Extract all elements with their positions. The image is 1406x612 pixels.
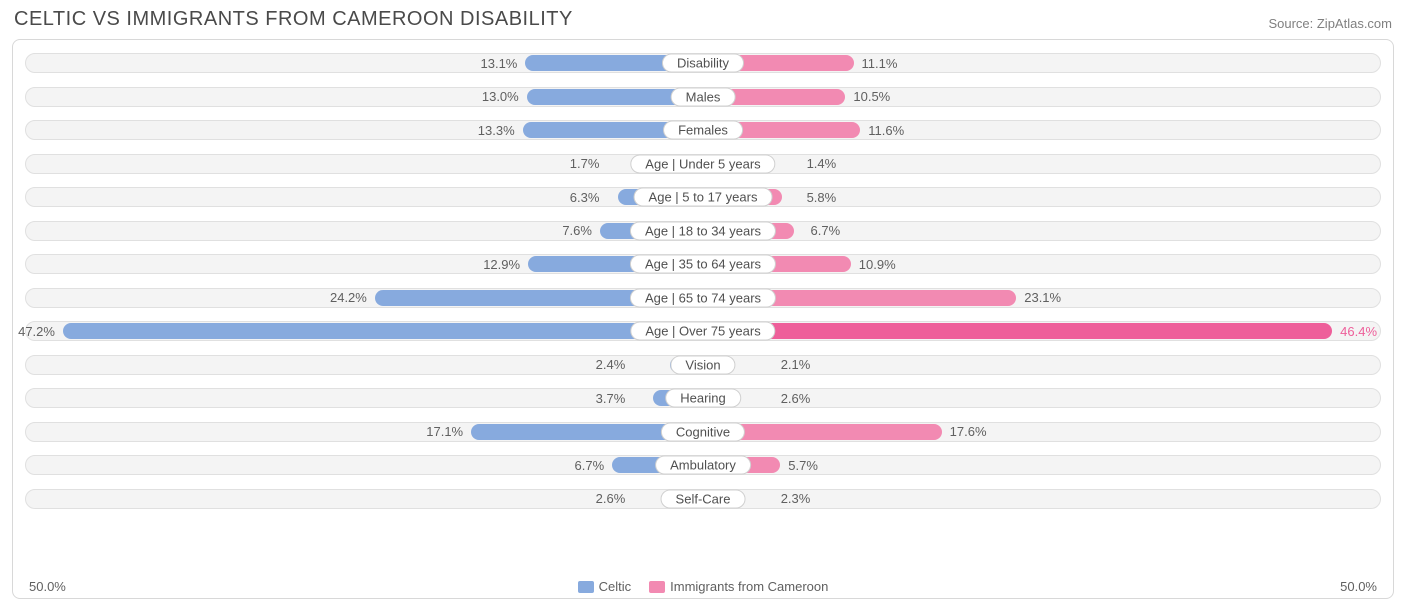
- value-left: 13.0%: [482, 84, 527, 110]
- axis-max-right: 50.0%: [1297, 579, 1377, 594]
- value-right: 1.4%: [799, 151, 837, 177]
- legend-item-left: Celtic: [578, 579, 632, 594]
- value-right: 10.9%: [851, 251, 896, 277]
- value-right: 46.4%: [1332, 318, 1377, 344]
- category-label: Age | 65 to 74 years: [630, 288, 776, 307]
- bar-row: 6.7% 5.7% Ambulatory: [25, 452, 1381, 478]
- category-label: Ambulatory: [655, 456, 751, 475]
- legend: Celtic Immigrants from Cameroon: [109, 579, 1297, 594]
- category-label: Age | Under 5 years: [630, 154, 775, 173]
- category-label: Cognitive: [661, 422, 745, 441]
- legend-swatch-right: [649, 581, 665, 593]
- value-right: 2.1%: [773, 352, 811, 378]
- bar-row: 13.3% 11.6% Females: [25, 117, 1381, 143]
- bar-right: [703, 323, 1332, 339]
- value-right: 6.7%: [803, 218, 841, 244]
- bar-row: 13.0% 10.5% Males: [25, 84, 1381, 110]
- value-right: 2.3%: [773, 486, 811, 512]
- category-label: Hearing: [665, 389, 741, 408]
- value-right: 10.5%: [845, 84, 890, 110]
- category-label: Disability: [662, 54, 744, 73]
- value-left: 2.6%: [596, 486, 634, 512]
- value-left: 6.3%: [570, 184, 608, 210]
- value-left: 17.1%: [426, 419, 471, 445]
- chart-footer: 50.0% Celtic Immigrants from Cameroon 50…: [13, 579, 1393, 594]
- bar-row: 1.7% 1.4% Age | Under 5 years: [25, 151, 1381, 177]
- value-left: 47.2%: [18, 318, 63, 344]
- category-label: Age | Over 75 years: [630, 322, 775, 341]
- value-left: 6.7%: [575, 452, 613, 478]
- legend-label-right: Immigrants from Cameroon: [670, 579, 828, 594]
- value-left: 2.4%: [596, 352, 634, 378]
- chart-panel: 13.1% 11.1% Disability 13.0% 10.5% Males 13.3%…: [12, 39, 1394, 599]
- value-left: 12.9%: [483, 251, 528, 277]
- bar-left: [63, 323, 703, 339]
- bar-row: 3.7% 2.6% Hearing: [25, 385, 1381, 411]
- value-left: 1.7%: [570, 151, 608, 177]
- bar-row: 47.2%46.4%Age | Over 75 years: [25, 318, 1381, 344]
- category-label: Females: [663, 121, 743, 140]
- legend-label-left: Celtic: [599, 579, 632, 594]
- value-right: 23.1%: [1016, 285, 1061, 311]
- bar-row: 24.2% 23.1% Age | 65 to 74 years: [25, 285, 1381, 311]
- value-left: 13.1%: [481, 50, 526, 76]
- source-prefix: Source:: [1268, 16, 1316, 31]
- value-right: 11.6%: [860, 117, 904, 143]
- bar-row: 17.1% 17.6% Cognitive: [25, 419, 1381, 445]
- category-label: Self-Care: [661, 489, 746, 508]
- axis-max-left: 50.0%: [29, 579, 109, 594]
- bar-row: 6.3% 5.8% Age | 5 to 17 years: [25, 184, 1381, 210]
- value-left: 24.2%: [330, 285, 375, 311]
- bar-row: 2.6% 2.3% Self-Care: [25, 486, 1381, 512]
- bar-row: 13.1% 11.1% Disability: [25, 50, 1381, 76]
- source-link[interactable]: ZipAtlas.com: [1317, 16, 1392, 31]
- category-label: Age | 18 to 34 years: [630, 221, 776, 240]
- value-right: 2.6%: [773, 385, 811, 411]
- value-right: 5.7%: [780, 452, 818, 478]
- category-label: Vision: [670, 355, 735, 374]
- bar-row: 2.4% 2.1% Vision: [25, 352, 1381, 378]
- value-right: 11.1%: [854, 50, 898, 76]
- value-left: 13.3%: [478, 117, 523, 143]
- value-left: 7.6%: [562, 218, 600, 244]
- bar-row: 7.6% 6.7% Age | 18 to 34 years: [25, 218, 1381, 244]
- source-attribution: Source: ZipAtlas.com: [1268, 16, 1392, 31]
- category-label: Males: [671, 87, 736, 106]
- legend-item-right: Immigrants from Cameroon: [649, 579, 828, 594]
- legend-swatch-left: [578, 581, 594, 593]
- value-right: 5.8%: [799, 184, 837, 210]
- value-left: 3.7%: [596, 385, 634, 411]
- value-right: 17.6%: [942, 419, 987, 445]
- category-label: Age | 35 to 64 years: [630, 255, 776, 274]
- bar-row: 12.9% 10.9% Age | 35 to 64 years: [25, 251, 1381, 277]
- chart-title: CELTIC VS IMMIGRANTS FROM CAMEROON DISAB…: [14, 8, 573, 31]
- category-label: Age | 5 to 17 years: [634, 188, 773, 207]
